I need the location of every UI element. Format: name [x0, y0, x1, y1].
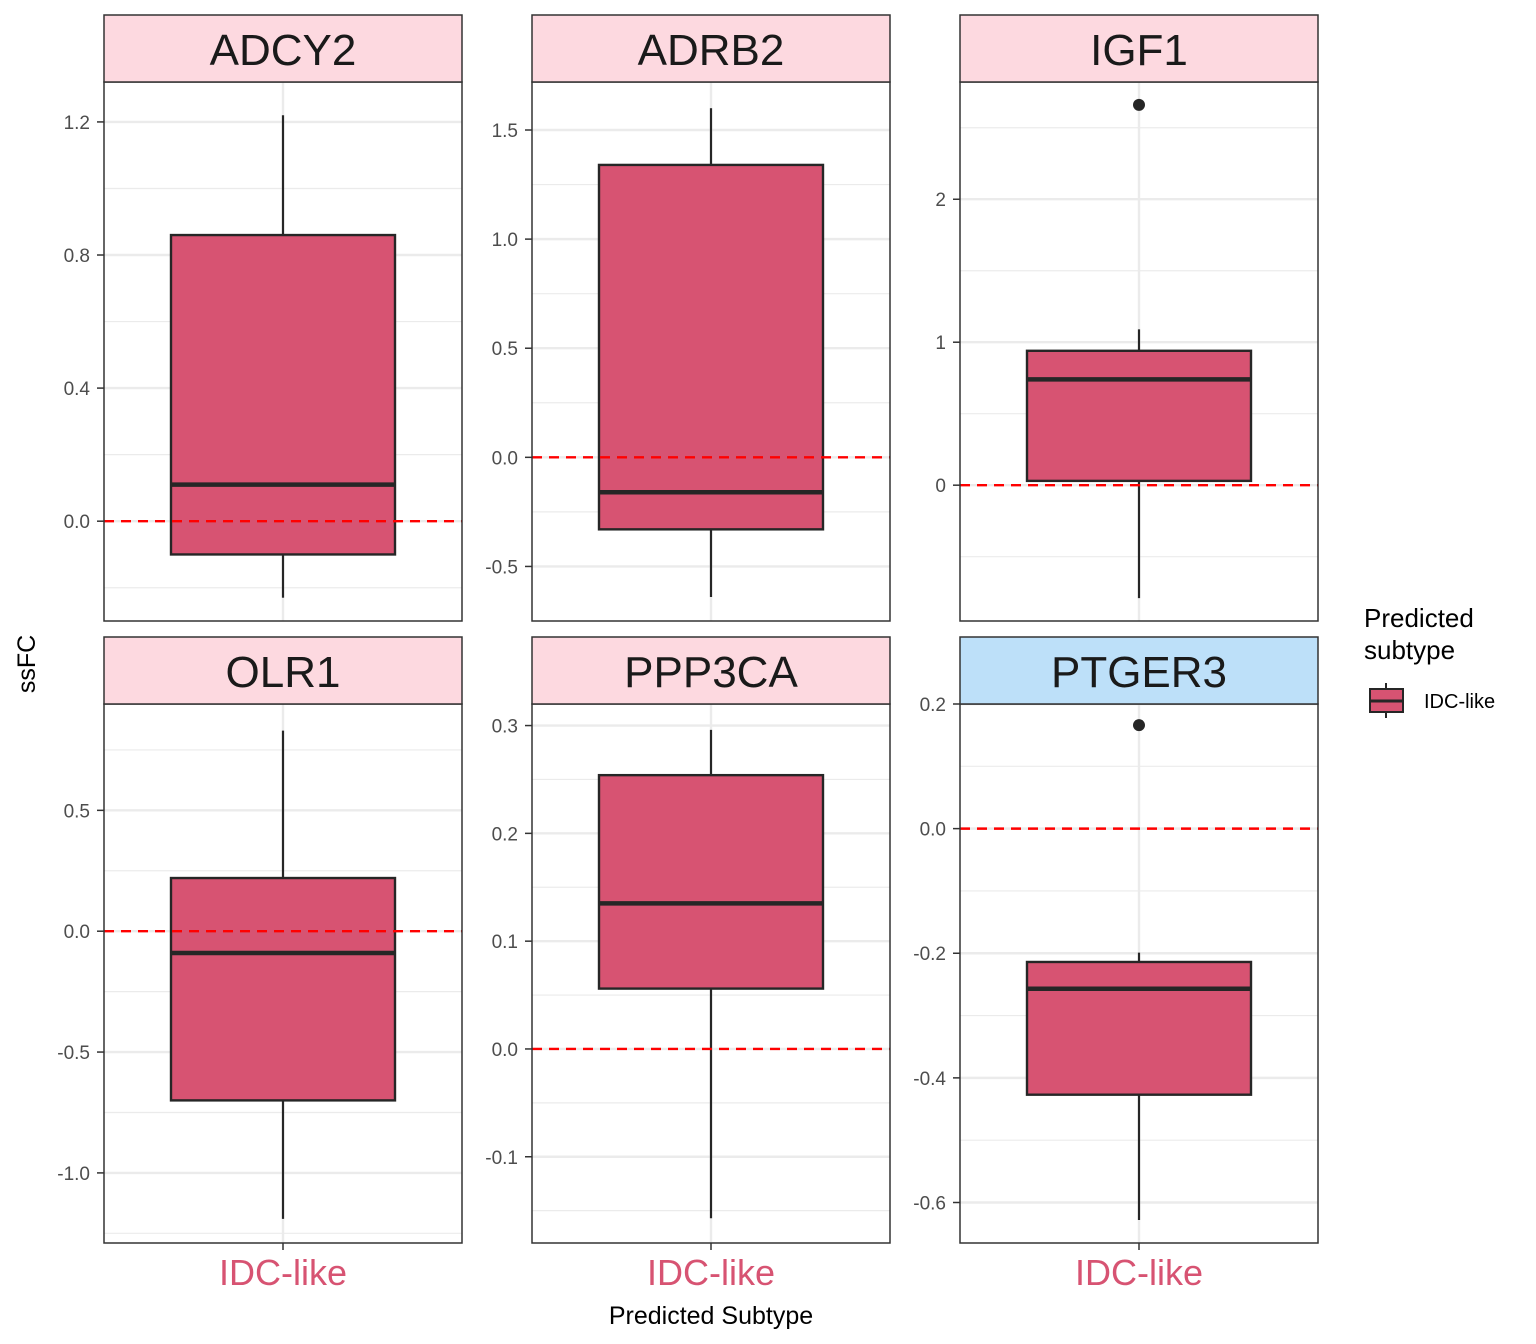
y-tick-label: -0.4	[913, 1069, 946, 1090]
facet-title: OLR1	[226, 648, 341, 697]
box-iqr	[169, 876, 397, 1102]
box-iqr	[1025, 960, 1253, 1096]
y-tick-label: 1	[935, 333, 946, 354]
y-tick-label: -0.5	[57, 1043, 90, 1064]
facet-strip	[959, 636, 1319, 705]
facet-title: PPP3CA	[624, 648, 798, 697]
y-tick-label: 0.2	[492, 824, 518, 845]
facet-strip	[959, 14, 1319, 83]
y-tick-label: 0.0	[492, 1040, 518, 1061]
panel-adcy2: 0.0 0.4 0.8 1.2 ADCY2	[64, 14, 463, 622]
panel-adrb2: -0.5 0.0 0.5 1.0 1.5 ADRB2	[485, 14, 891, 622]
panel-ptger3: -0.6 -0.4 -0.2 0.0 0.2 PTGER3 IDC-like	[913, 636, 1319, 1293]
box-iqr	[169, 233, 397, 556]
y-tick-label: 0.1	[492, 932, 518, 953]
panel-olr1: -1.0 -0.5 0.0 0.5 OLR1 IDC-like	[57, 636, 463, 1293]
facet-strip	[531, 14, 891, 83]
y-tick-label: 0.5	[492, 339, 518, 360]
legend-item-idc-like: IDC-like	[1424, 691, 1495, 713]
y-tick-label: 1.5	[492, 121, 518, 142]
y-tick-label: 2	[935, 190, 946, 211]
facet-strip	[531, 636, 891, 705]
y-tick-label: 1.0	[492, 230, 518, 251]
x-category-label: IDC-like	[647, 1252, 775, 1293]
x-axis-title: Predicted Subtype	[609, 1302, 813, 1330]
y-tick-label: 0.8	[64, 246, 90, 267]
legend-title-line-2: subtype	[1364, 635, 1455, 665]
outlier-point	[1133, 719, 1145, 732]
y-tick-label: -0.1	[485, 1148, 518, 1169]
y-tick-label: 0	[935, 476, 946, 497]
y-tick-label: 0.2	[920, 695, 946, 716]
y-tick-label: 0.0	[64, 922, 90, 943]
facet-title: ADCY2	[210, 26, 357, 75]
y-tick-label: 0.3	[492, 717, 518, 738]
legend: Predicted subtype IDC-like	[1364, 603, 1495, 718]
facet-title: IGF1	[1090, 26, 1188, 75]
y-tick-label: 0.5	[64, 801, 90, 822]
y-tick-label: 1.2	[64, 113, 90, 134]
outlier-point	[1133, 98, 1145, 111]
y-tick-label: 0.0	[920, 820, 946, 841]
legend-title-line-1: Predicted	[1364, 603, 1474, 633]
facet-panels: 0.0 0.4 0.8 1.2 ADCY2 -0.5 0.0 0.5 1.0 1.5 ADRB2 0 1…	[57, 14, 1319, 1293]
y-tick-label: 0.4	[64, 379, 91, 400]
y-tick-label: -0.2	[913, 944, 946, 965]
x-category-label: IDC-like	[219, 1252, 347, 1293]
y-tick-label: 0.0	[492, 448, 518, 469]
box-iqr	[597, 163, 825, 531]
box-iqr	[1025, 349, 1253, 483]
facet-title: ADRB2	[638, 26, 785, 75]
y-tick-label: -0.5	[485, 557, 518, 578]
y-tick-label: -0.6	[913, 1193, 946, 1214]
panel-ppp3ca: -0.1 0.0 0.1 0.2 0.3 PPP3CA IDC-like	[485, 636, 891, 1293]
facet-title: PTGER3	[1051, 648, 1227, 697]
y-tick-label: -1.0	[57, 1164, 90, 1185]
facet-strip	[103, 636, 463, 705]
y-axis-title: ssFC	[13, 635, 41, 693]
x-category-label: IDC-like	[1075, 1252, 1203, 1293]
box-iqr	[597, 773, 825, 990]
facet-strip	[103, 14, 463, 83]
y-tick-label: 0.0	[64, 512, 90, 533]
panel-igf1: 0 1 2 IGF1	[935, 14, 1319, 622]
